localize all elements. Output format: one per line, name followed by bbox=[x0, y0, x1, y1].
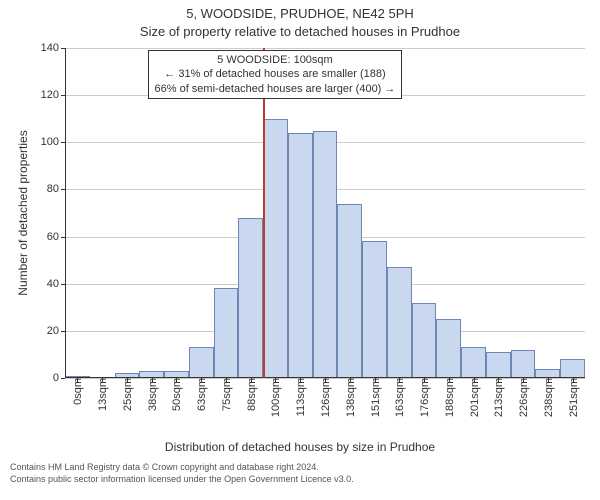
x-tick-mark bbox=[77, 378, 78, 382]
x-tick-mark bbox=[251, 378, 252, 382]
histogram-bar bbox=[214, 288, 239, 378]
y-axis-line bbox=[65, 48, 66, 378]
x-tick-label: 13sqm bbox=[95, 378, 109, 411]
histogram-bar bbox=[189, 347, 214, 378]
x-tick-label: 226sqm bbox=[516, 378, 530, 417]
x-tick-label: 213sqm bbox=[491, 378, 505, 417]
histogram-bar bbox=[461, 347, 486, 378]
histogram-bar bbox=[313, 131, 338, 379]
x-axis-line bbox=[65, 377, 585, 378]
x-tick-mark bbox=[201, 378, 202, 382]
histogram-bar bbox=[412, 303, 437, 378]
x-tick-mark bbox=[127, 378, 128, 382]
x-tick-mark bbox=[102, 378, 103, 382]
x-tick-label: 238sqm bbox=[541, 378, 555, 417]
x-tick-mark bbox=[325, 378, 326, 382]
x-tick-mark bbox=[375, 378, 376, 382]
x-tick-label: 38sqm bbox=[145, 378, 159, 411]
x-tick-mark bbox=[300, 378, 301, 382]
histogram-bar bbox=[511, 350, 536, 378]
x-tick-mark bbox=[573, 378, 574, 382]
annotation-line: ← 31% of detached houses are smaller (18… bbox=[155, 67, 396, 81]
x-tick-label: 251sqm bbox=[566, 378, 580, 417]
x-tick-label: 138sqm bbox=[343, 378, 357, 417]
x-tick-label: 151sqm bbox=[368, 378, 382, 417]
footer: Contains HM Land Registry data © Crown c… bbox=[10, 462, 354, 485]
x-tick-label: 0sqm bbox=[70, 378, 84, 405]
histogram-bar bbox=[387, 267, 412, 378]
annotation-line: 5 WOODSIDE: 100sqm bbox=[155, 53, 396, 67]
x-tick-mark bbox=[399, 378, 400, 382]
x-tick-label: 50sqm bbox=[169, 378, 183, 411]
x-tick-mark bbox=[424, 378, 425, 382]
x-tick-label: 201sqm bbox=[467, 378, 481, 417]
x-tick-mark bbox=[474, 378, 475, 382]
x-tick-label: 126sqm bbox=[318, 378, 332, 417]
x-tick-mark bbox=[152, 378, 153, 382]
histogram-bar bbox=[337, 204, 362, 378]
x-axis-label: Distribution of detached houses by size … bbox=[0, 440, 600, 454]
x-tick-mark bbox=[548, 378, 549, 382]
x-tick-label: 25sqm bbox=[120, 378, 134, 411]
annotation-box: 5 WOODSIDE: 100sqm← 31% of detached hous… bbox=[148, 50, 403, 99]
footer-line-1: Contains HM Land Registry data © Crown c… bbox=[10, 462, 354, 474]
histogram-bar bbox=[263, 119, 288, 378]
chart-subtitle: Size of property relative to detached ho… bbox=[0, 24, 600, 39]
x-tick-mark bbox=[523, 378, 524, 382]
chart-root: 5, WOODSIDE, PRUDHOE, NE42 5PH Size of p… bbox=[0, 0, 600, 500]
x-tick-label: 163sqm bbox=[392, 378, 406, 417]
x-tick-label: 63sqm bbox=[194, 378, 208, 411]
x-tick-label: 113sqm bbox=[293, 378, 307, 416]
x-tick-mark bbox=[275, 378, 276, 382]
histogram-bar bbox=[486, 352, 511, 378]
x-tick-mark bbox=[226, 378, 227, 382]
x-tick-label: 188sqm bbox=[442, 378, 456, 417]
x-tick-label: 88sqm bbox=[244, 378, 258, 411]
annotation-line: 66% of semi-detached houses are larger (… bbox=[155, 82, 396, 96]
y-axis-label: Number of detached properties bbox=[16, 130, 30, 295]
x-tick-label: 100sqm bbox=[268, 378, 282, 417]
histogram-bar bbox=[436, 319, 461, 378]
x-tick-mark bbox=[449, 378, 450, 382]
x-tick-label: 176sqm bbox=[417, 378, 431, 417]
x-tick-label: 75sqm bbox=[219, 378, 233, 411]
chart-title: 5, WOODSIDE, PRUDHOE, NE42 5PH bbox=[0, 6, 600, 21]
plot-area: 0204060801001201400sqm13sqm25sqm38sqm50s… bbox=[65, 48, 585, 378]
histogram-bar bbox=[362, 241, 387, 378]
histogram-bar bbox=[560, 359, 585, 378]
histogram-bar bbox=[238, 218, 263, 378]
x-tick-mark bbox=[350, 378, 351, 382]
histogram-bar bbox=[288, 133, 313, 378]
y-tick-mark bbox=[61, 378, 65, 379]
footer-line-2: Contains public sector information licen… bbox=[10, 474, 354, 486]
gridline bbox=[65, 48, 585, 49]
x-tick-mark bbox=[498, 378, 499, 382]
x-tick-mark bbox=[176, 378, 177, 382]
